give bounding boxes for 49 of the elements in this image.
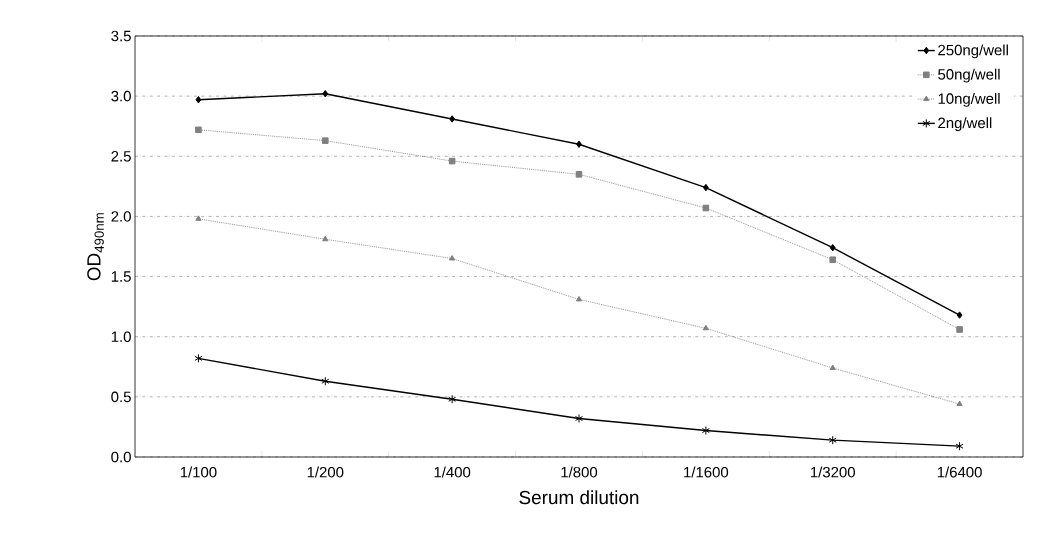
- legend-label: 2ng/well: [938, 117, 992, 132]
- legend-label: 50ng/well: [938, 68, 1000, 83]
- point: [322, 90, 329, 98]
- y-tick-label: 2.5: [111, 150, 131, 162]
- x-tick-label: 1/1600: [684, 466, 729, 478]
- point: [195, 126, 202, 134]
- point: [449, 255, 456, 261]
- point: [575, 171, 583, 178]
- point: [195, 96, 202, 104]
- y-tick-label: 1.0: [111, 331, 131, 342]
- point: [195, 215, 202, 221]
- point: [702, 183, 709, 192]
- point: [829, 256, 837, 264]
- x-tick-label: 1/100: [180, 466, 217, 478]
- x-tick-label: 1/6400: [937, 466, 982, 478]
- point: [448, 394, 457, 404]
- y-tick-label: 2.0: [111, 211, 131, 222]
- y-tick-label: 0.5: [111, 391, 131, 403]
- point: [575, 414, 583, 423]
- point: [701, 426, 710, 436]
- x-tick-label: 1/3200: [811, 466, 855, 478]
- point: [449, 115, 456, 123]
- legend-label: 250ng/well: [938, 44, 1008, 59]
- point: [828, 435, 837, 445]
- point: [702, 204, 710, 212]
- y-tick-label: 0.0: [111, 451, 131, 463]
- point: [829, 244, 836, 252]
- y-axis-title: OD$_{490nm}$: [87, 213, 104, 281]
- point: [448, 157, 456, 165]
- x-tick-label: 1/400: [434, 466, 471, 478]
- point: [829, 364, 836, 370]
- point: [956, 311, 963, 319]
- point: [322, 235, 329, 242]
- x-tick-label: 1/200: [307, 466, 344, 478]
- y-tick-label: 3.0: [111, 90, 131, 102]
- x-tick-label: 1/800: [561, 466, 598, 478]
- point: [321, 376, 330, 386]
- y-tick-label: 1.5: [111, 271, 131, 282]
- point: [956, 326, 963, 333]
- point: [702, 324, 709, 331]
- x-axis-title: Serum dilution: [519, 490, 639, 505]
- point: [956, 400, 963, 407]
- y-tick-label: 3.5: [111, 30, 131, 42]
- point: [322, 137, 329, 144]
- point: [576, 140, 582, 148]
- point: [955, 441, 964, 451]
- legend-label: 10ng/well: [938, 92, 1000, 107]
- point: [575, 295, 583, 302]
- point: [194, 353, 203, 363]
